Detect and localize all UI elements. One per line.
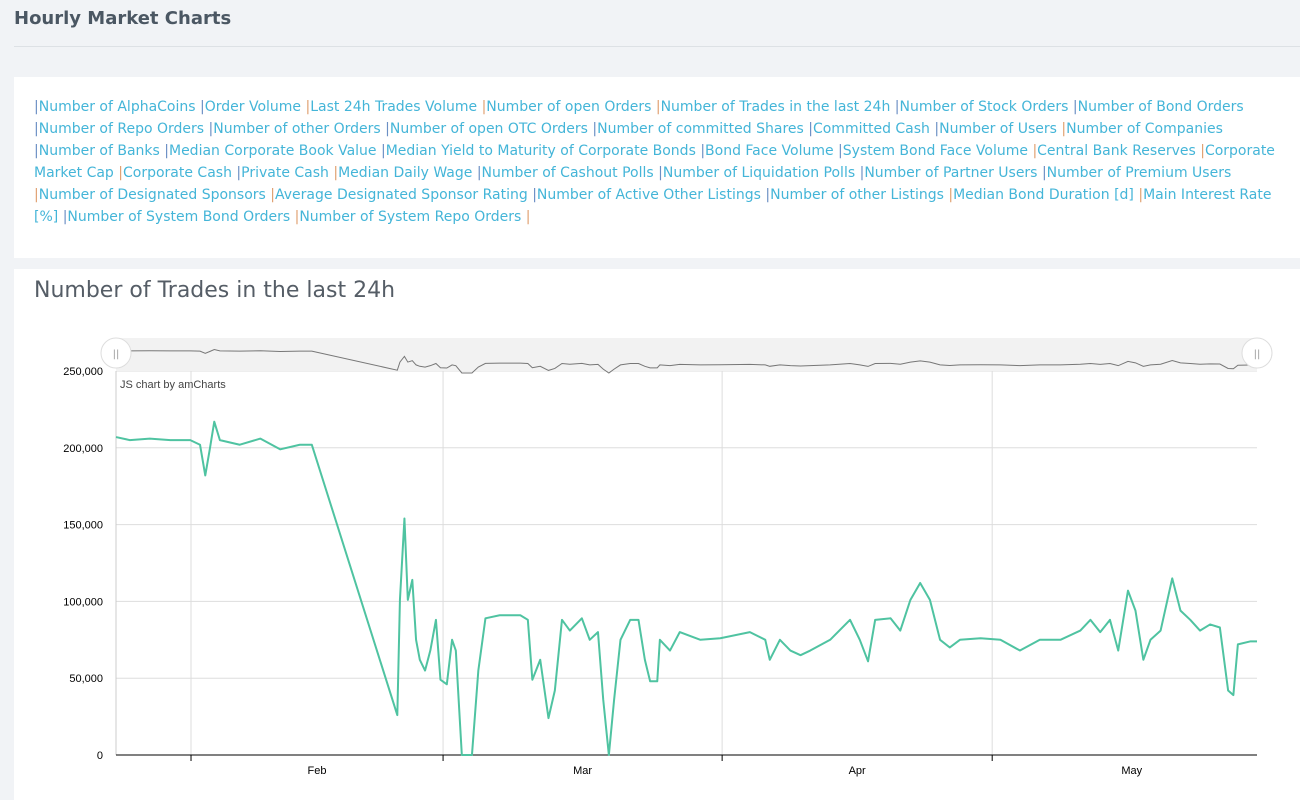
link-separator: | [34,121,39,137]
chart-link[interactable]: Central Bank Reserves [1037,143,1196,159]
grip-icon: || [1254,349,1261,360]
chart-link[interactable]: Number of Premium Users [1046,165,1232,181]
link-separator: | [532,187,537,203]
link-separator: | [700,143,706,159]
link-separator: | [118,165,123,181]
link-separator: | [200,99,205,115]
chart-link[interactable]: Corporate Market Cap [34,143,1275,181]
chart-link[interactable]: Number of AlphaCoins [38,99,196,115]
chart-link[interactable]: Number of Bond Orders [1077,99,1244,115]
link-separator: | [62,209,68,225]
link-separator: | [859,165,865,181]
y-tick-label: 200,000 [63,443,103,455]
y-tick-label: 50,000 [69,673,103,685]
chart-link[interactable]: Number of other Orders [213,121,381,137]
chart-link[interactable]: Order Volume [204,99,302,115]
chart-link[interactable]: Number of Banks [38,143,160,159]
chart-link[interactable]: Last 24h Trades Volume [310,99,478,115]
link-separator: | [1032,143,1038,159]
link-separator: | [1072,99,1078,115]
chart-link[interactable]: Number of Partner Users [864,165,1038,181]
chart-scrollbar[interactable] [116,338,1257,371]
amcharts-credit: JS chart by amCharts [120,379,226,391]
chart-link[interactable]: Private Cash [241,165,329,181]
chart-link[interactable]: Number of Stock Orders [899,99,1069,115]
scrollbar-right-handle[interactable] [1241,337,1273,369]
chart-link[interactable]: Number of System Bond Orders [67,209,291,225]
link-separator: | [385,121,390,137]
grip-icon: || [113,349,120,360]
chart-title: Number of Trades in the last 24h [34,278,396,303]
link-separator: | [34,187,39,203]
link-separator: | [305,99,311,115]
page-header: Hourly Market Charts [14,0,1300,47]
link-separator: | [481,99,487,115]
chart-link[interactable]: Number of Companies [1066,121,1223,137]
chart-link[interactable]: Number of other Listings [770,187,944,203]
link-separator: | [476,165,482,181]
link-separator: | [655,99,661,115]
y-tick-label: 100,000 [63,596,103,608]
link-separator: | [592,121,598,137]
chart-link[interactable]: Corporate Cash [123,165,232,181]
link-separator: | [948,187,954,203]
chart-link[interactable]: Bond Face Volume [705,143,834,159]
y-tick-label: 250,000 [63,366,103,378]
link-separator: | [838,143,843,159]
link-separator: | [208,121,214,137]
link-separator: | [765,187,771,203]
x-tick-label: Apr [849,765,866,777]
chart-links-card: |Number of AlphaCoins |Order Volume |Las… [14,77,1300,258]
chart-link[interactable]: Median Yield to Maturity of Corporate Bo… [385,143,696,159]
link-separator: | [270,187,276,203]
chart-link[interactable]: Number of Designated Sponsors [38,187,266,203]
link-separator: | [236,165,242,181]
x-tick-label: May [1121,765,1142,777]
link-separator: | [1200,143,1205,159]
scrollbar-left-handle[interactable] [100,337,132,369]
link-separator: | [1138,187,1144,203]
chart-link[interactable]: Number of open Orders [486,99,652,115]
chart-link[interactable]: Number of Users [939,121,1057,137]
link-separator: | [658,165,663,181]
series-line [115,420,1257,756]
chart-link[interactable]: Median Corporate Book Value [168,143,377,159]
link-separator: | [164,143,169,159]
y-tick-label: 150,000 [63,520,103,532]
chart-link[interactable]: Number of Trades in the last 24h [660,99,891,115]
link-separator: | [1041,165,1047,181]
x-tick-label: Feb [308,765,327,777]
chart-link[interactable]: Number of Active Other Listings [536,187,761,203]
link-separator: | [894,99,900,115]
chart-link[interactable]: Number of committed Shares [597,121,804,137]
chart-link[interactable]: Number of System Repo Orders [299,209,522,225]
link-separator: | [294,209,300,225]
chart-link[interactable]: Number of open OTC Orders [389,121,588,137]
chart-link[interactable]: Number of Repo Orders [38,121,205,137]
scrollbar-series-line [115,349,1257,374]
link-separator: | [934,121,940,137]
link-separator: | [380,143,386,159]
chart-link[interactable]: Main Interest Rate [%] [34,187,1272,225]
chart-link[interactable]: Committed Cash [812,121,930,137]
y-tick-label: 0 [97,750,103,762]
chart-link[interactable]: Median Bond Duration [d] [953,187,1134,203]
link-separator: | [333,165,339,181]
chart-link[interactable]: Number of Cashout Polls [481,165,654,181]
link-separator: | [1061,121,1067,137]
link-separator: | [808,121,813,137]
chart-link[interactable]: Average Designated Sponsor Rating [275,187,528,203]
link-separator: | [34,143,39,159]
chart-link[interactable]: System Bond Face Volume [842,143,1028,159]
page-title: Hourly Market Charts [14,8,232,29]
link-separator: | [34,99,39,115]
chart-link[interactable]: Median Daily Wage [338,165,473,181]
chart-link[interactable]: Number of Liquidation Polls [662,165,856,181]
x-tick-label: Mar [573,765,592,777]
link-separator: | [525,209,531,225]
chart-link-list: |Number of AlphaCoins |Order Volume |Las… [34,96,1284,228]
